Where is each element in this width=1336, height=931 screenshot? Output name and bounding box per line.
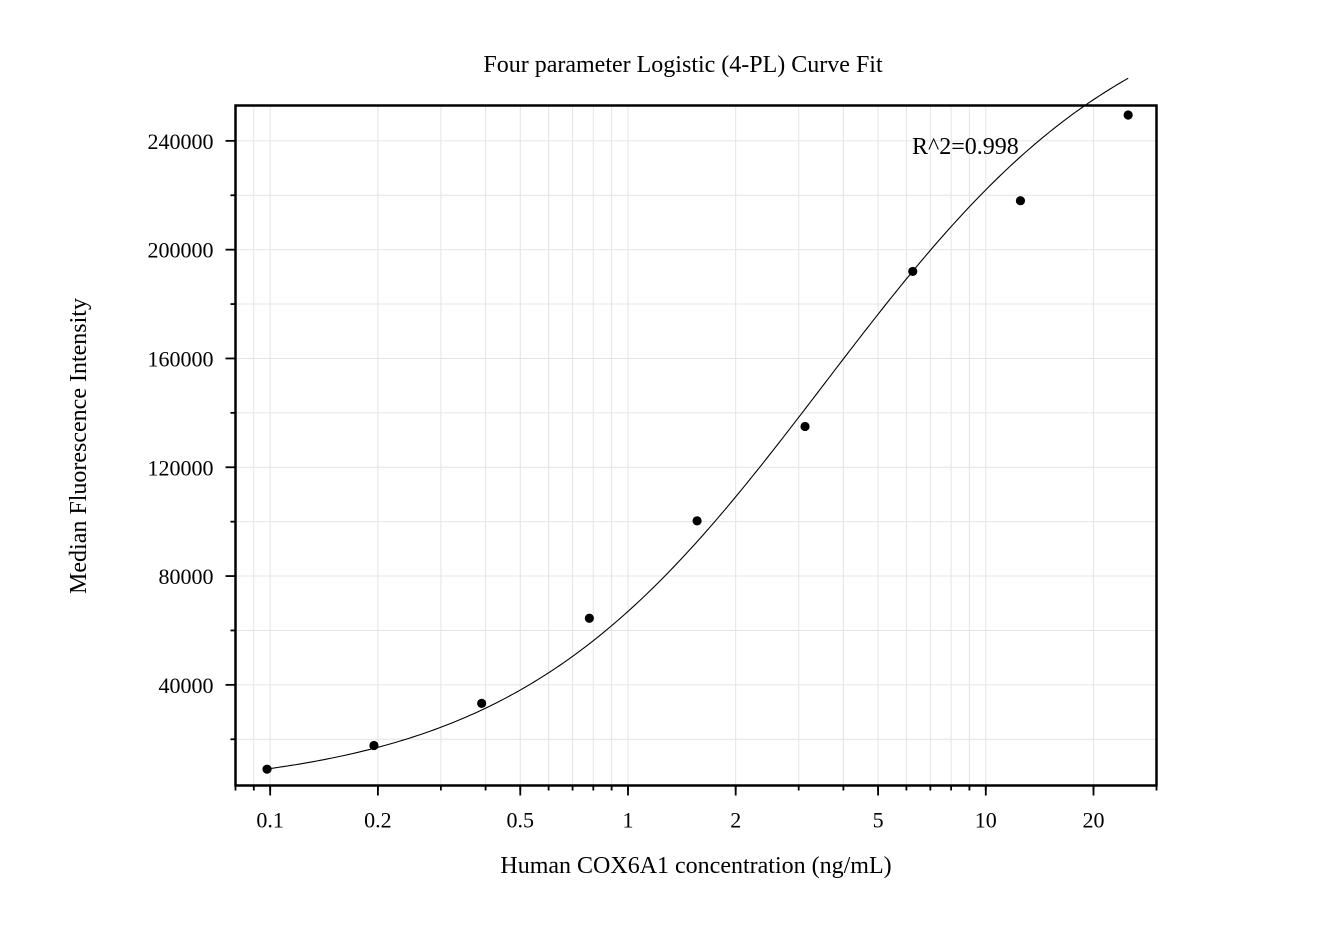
data-point <box>584 613 594 623</box>
grid-layer <box>235 105 1157 786</box>
x-tick-label: 1 <box>622 808 633 833</box>
x-tick-label: 5 <box>873 808 884 833</box>
x-axis-label: Human COX6A1 concentration (ng/mL) <box>500 853 891 879</box>
data-point <box>908 266 918 277</box>
data-point <box>369 740 379 751</box>
data-point <box>262 764 272 774</box>
plot-frame <box>234 104 1158 787</box>
chart-title: Four parameter Logistic (4-PL) Curve Fit <box>483 52 883 78</box>
y-tick-label: 80000 <box>159 564 214 589</box>
data-point <box>692 516 702 526</box>
data-point <box>800 421 810 432</box>
x-tick-label: 20 <box>1082 808 1104 833</box>
data-point <box>1015 196 1026 206</box>
y-tick-label: 200000 <box>148 238 214 263</box>
x-tick-label: 0.2 <box>364 808 392 833</box>
y-tick-label: 40000 <box>159 673 214 698</box>
y-tick-label: 240000 <box>148 129 214 154</box>
fit-curve-layer <box>270 77 1129 770</box>
data-point <box>1123 110 1133 120</box>
x-tick-label: 2 <box>730 808 741 833</box>
r-squared-annotation: R^2=0.998 <box>912 134 1019 160</box>
x-tick-label: 0.5 <box>507 808 535 833</box>
ticks-layer <box>225 139 1158 796</box>
tick-labels-layer: 0.1 0.2 0.5 1 2 5 10 20 40000 80000 120000 160000 20… <box>148 129 1105 833</box>
y-tick-label: 160000 <box>148 346 214 371</box>
x-tick-label: 10 <box>975 808 997 833</box>
y-tick-label: 120000 <box>148 455 214 480</box>
data-points-layer <box>262 110 1133 774</box>
x-tick-label: 0.1 <box>256 808 284 833</box>
data-point <box>477 698 487 708</box>
y-axis-label: Median Fluorescence Intensity <box>66 298 92 594</box>
fit-curve <box>270 77 1129 770</box>
